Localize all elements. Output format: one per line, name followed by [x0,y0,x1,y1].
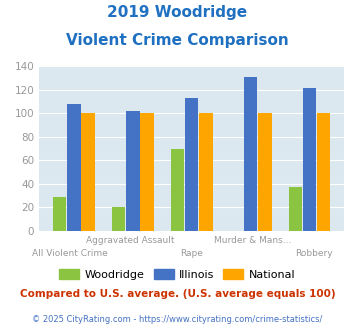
Bar [112,208,125,231]
Text: Compared to U.S. average. (U.S. average equals 100): Compared to U.S. average. (U.S. average … [20,289,335,299]
Bar [67,104,81,231]
Bar [53,197,66,231]
Text: Murder & Mans...: Murder & Mans... [214,236,291,245]
Text: Aggravated Assault: Aggravated Assault [86,236,175,245]
Text: Violent Crime Comparison: Violent Crime Comparison [66,33,289,48]
Text: Robbery: Robbery [295,249,333,258]
Bar [199,113,213,231]
Bar [317,113,331,231]
Bar [171,148,184,231]
Text: © 2025 CityRating.com - https://www.cityrating.com/crime-statistics/: © 2025 CityRating.com - https://www.city… [32,315,323,324]
Bar [244,77,257,231]
Legend: Woodridge, Illinois, National: Woodridge, Illinois, National [55,265,300,284]
Bar [289,187,302,231]
Bar [126,111,140,231]
Text: All Violent Crime: All Violent Crime [32,249,108,258]
Text: Rape: Rape [180,249,203,258]
Bar [258,113,272,231]
Bar [81,113,95,231]
Text: 2019 Woodridge: 2019 Woodridge [108,5,247,20]
Bar [303,88,316,231]
Bar [140,113,154,231]
Bar [185,98,198,231]
